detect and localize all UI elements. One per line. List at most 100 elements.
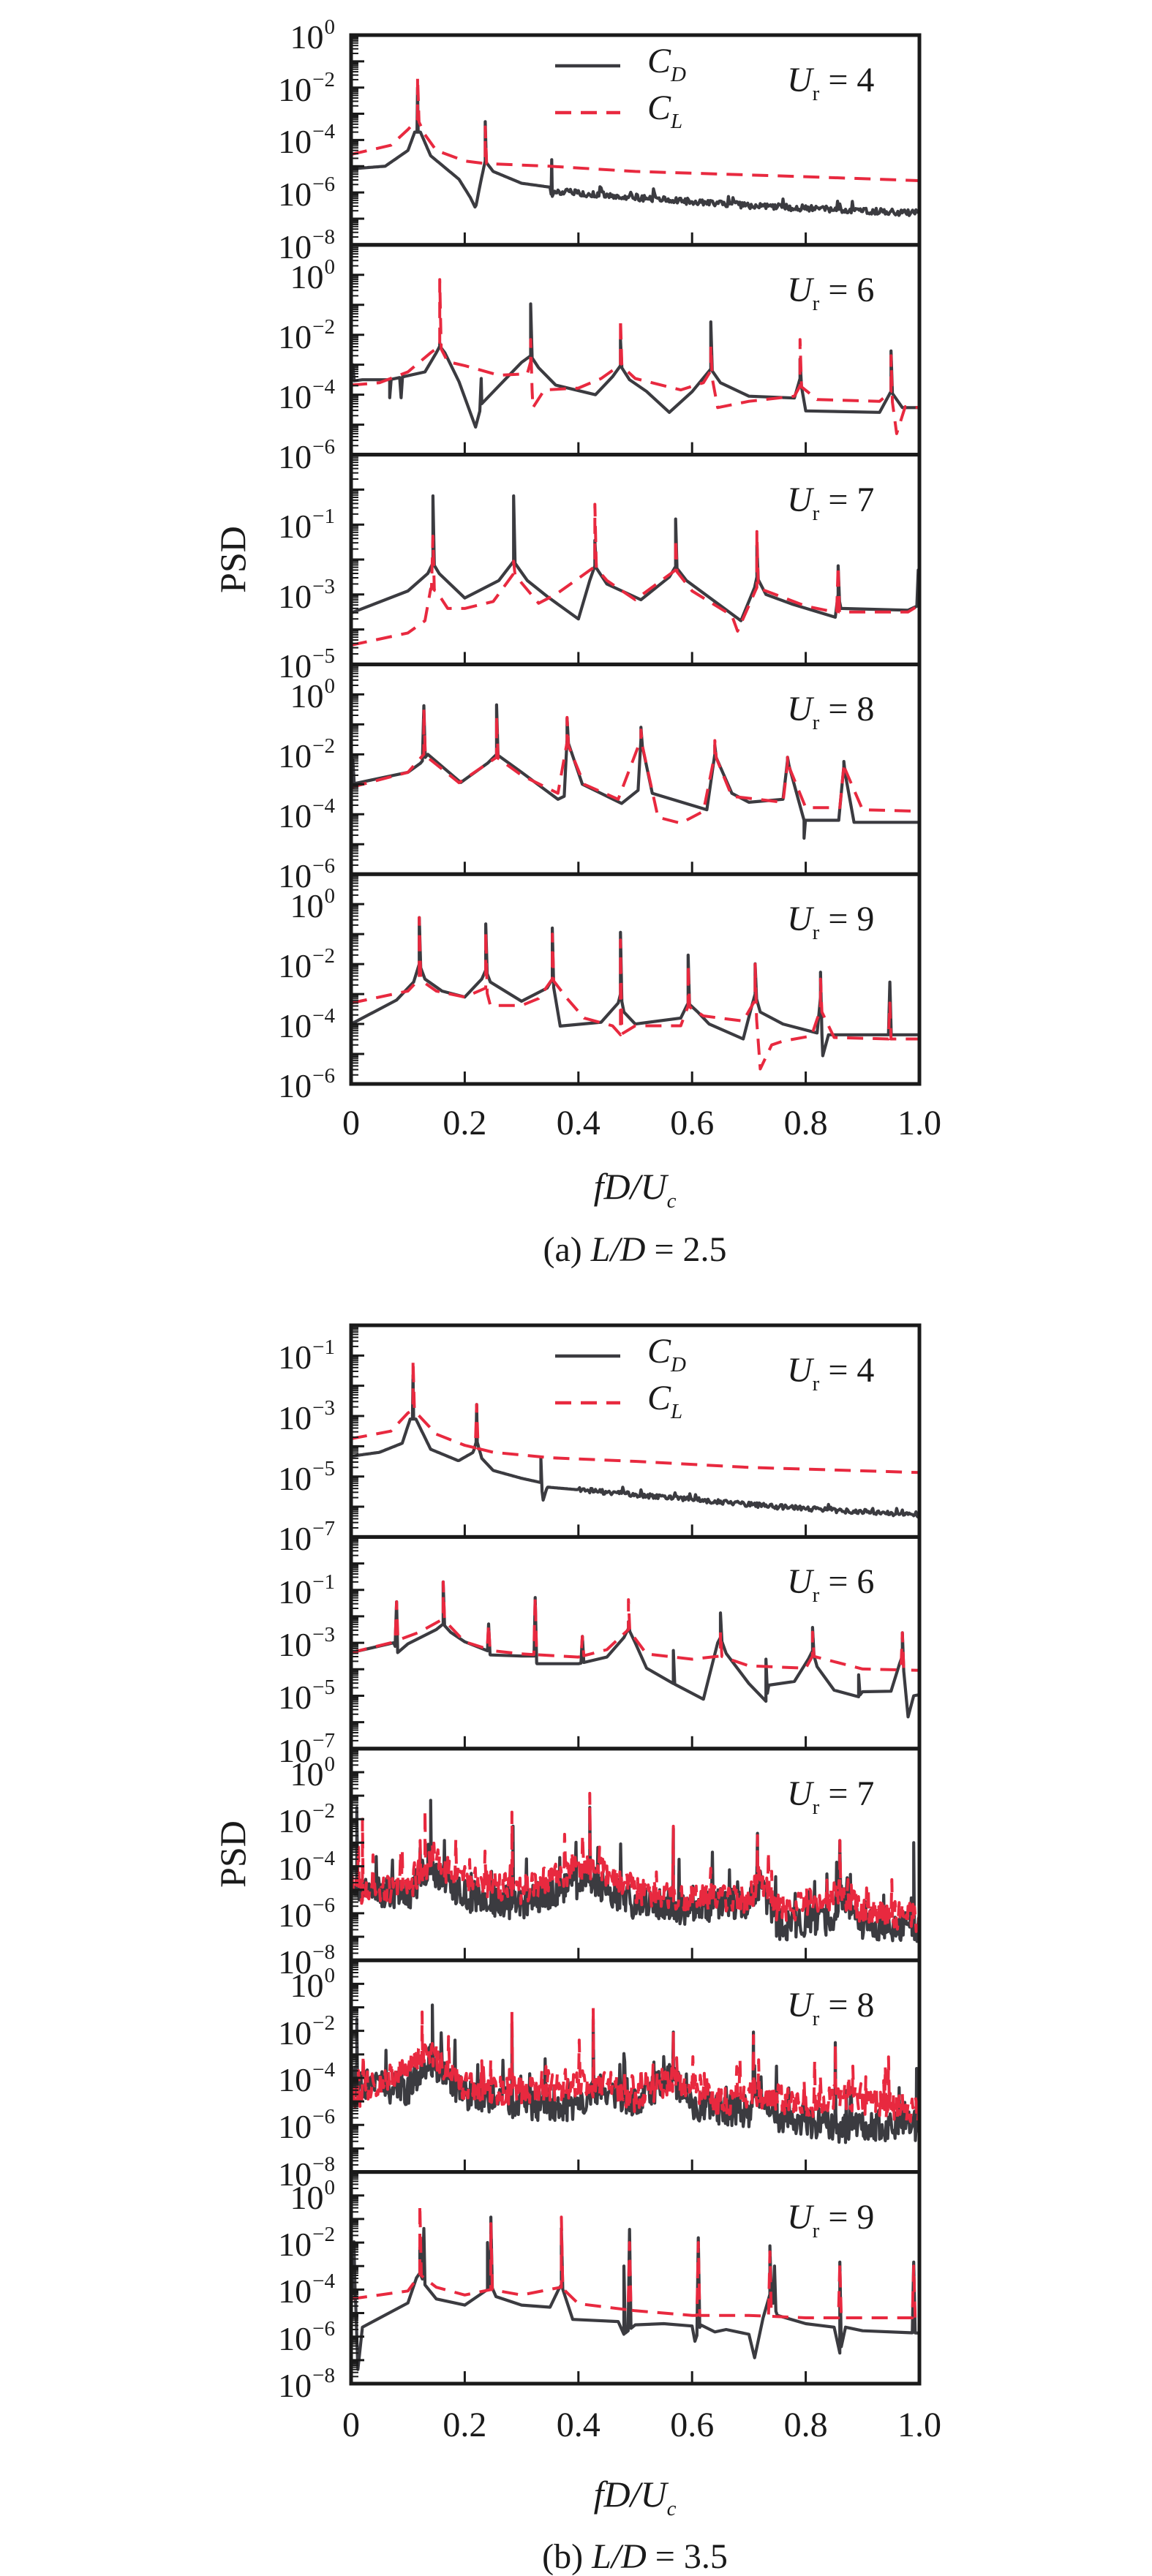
series-group [351, 494, 919, 647]
y-tick-exponent: −1 [312, 1570, 335, 1594]
y-tick-exponent: −8 [312, 2364, 335, 2387]
y-tick-label: 10−6 [278, 436, 335, 475]
y-tick-base: 10 [290, 18, 324, 56]
y-tick-label: 10−4 [278, 376, 335, 414]
y-tick-exponent: −6 [312, 2316, 335, 2340]
y-tick-base: 10 [290, 887, 324, 925]
y-tick-base: 10 [278, 1007, 312, 1045]
reduced-velocity-label: Ur = 7 [787, 1776, 874, 1818]
y-tick-base: 10 [278, 857, 312, 895]
y-tick-exponent: −6 [312, 1064, 335, 1088]
y-tick-label: 100 [290, 676, 336, 713]
y-tick-exponent: 0 [324, 2175, 336, 2199]
x-tick-label: 0.4 [556, 2406, 601, 2444]
x-axis-label-b: fD/Uc [593, 2474, 677, 2520]
y-tick-exponent: 0 [324, 1752, 336, 1776]
x-tick-label: 1.0 [897, 2406, 941, 2444]
x-tick-label: 0.6 [670, 2406, 715, 2444]
reduced-velocity-label: Ur = 8 [787, 1988, 874, 2030]
y-tick-label: 100 [290, 256, 336, 294]
series-group [351, 703, 919, 840]
ur-symbol: U [787, 2197, 813, 2237]
y-tick-exponent: −5 [312, 644, 335, 669]
y-tick-label: 10−6 [278, 2106, 335, 2146]
y-tick-label: 10−2 [278, 2012, 335, 2050]
ur-value: = 7 [819, 480, 875, 519]
ur-subscript: r [812, 82, 820, 105]
caption-a: (a) L/D = 2.5 [543, 1232, 726, 1268]
y-tick-base: 10 [278, 176, 312, 214]
reduced-velocity-label: Ur = 4 [787, 1353, 874, 1395]
y-tick-label: 10−2 [278, 946, 335, 983]
y-tick-label: 100 [290, 886, 336, 925]
caption-variable: L/D [592, 2537, 647, 2576]
y-tick-label: 10−2 [278, 69, 335, 108]
ur-value: = 6 [819, 270, 875, 309]
series-group [351, 916, 919, 1071]
y-tick-label: 10−6 [278, 856, 335, 895]
cd-series-line [351, 494, 919, 622]
y-tick-base: 10 [278, 437, 312, 475]
y-tick-base: 10 [278, 2108, 312, 2146]
y-tick-base: 10 [278, 1399, 312, 1437]
legend-symbol: C [647, 1379, 671, 1417]
y-tick-exponent: −6 [312, 1893, 335, 1917]
legend-symbol: C [647, 42, 671, 80]
y-tick-base: 10 [278, 1943, 312, 1981]
series-group [351, 1358, 919, 1519]
y-tick-exponent: −2 [312, 2011, 335, 2035]
legend-subscript: D [671, 63, 686, 86]
y-tick-exponent: −6 [312, 434, 335, 459]
reduced-velocity-label: Ur = 4 [787, 61, 874, 105]
y-tick-base: 10 [278, 508, 312, 546]
y-tick-base: 10 [278, 1896, 312, 1934]
ur-value: = 9 [819, 900, 875, 939]
x-axis-label-sub: c [666, 1189, 677, 1213]
y-tick-label: 10−1 [278, 506, 335, 546]
y-tick-exponent: −5 [312, 1676, 335, 1700]
x-axis-label-main: fD/U [593, 2474, 667, 2515]
y-tick-label: 10−7 [278, 1518, 335, 1556]
reduced-velocity-label: Ur = 8 [787, 692, 874, 734]
reduced-velocity-label: Ur = 9 [787, 2197, 875, 2241]
y-tick-exponent: −6 [312, 173, 335, 197]
y-tick-label: 10−1 [278, 1337, 335, 1374]
y-tick-base: 10 [278, 70, 312, 108]
y-tick-label: 10−4 [278, 2271, 335, 2308]
y-tick-exponent: 0 [324, 884, 336, 908]
y-tick-base: 10 [278, 797, 312, 835]
y-tick-label: 10−4 [278, 2059, 335, 2098]
ur-subscript: r [812, 2218, 820, 2242]
y-tick-exponent: −6 [312, 854, 335, 878]
cd-series-line [351, 1374, 919, 1519]
y-tick-exponent: −2 [312, 67, 335, 91]
y-tick-exponent: −1 [312, 1336, 335, 1360]
y-tick-exponent: −3 [312, 574, 335, 598]
ur-symbol: U [787, 61, 813, 99]
legend-cd-label: CD [647, 42, 686, 86]
x-axis-label-a: fD/Uc [594, 1168, 677, 1212]
y-tick-label: 10−6 [278, 1894, 335, 1934]
y-axis-label-a: PSD [212, 526, 253, 593]
legend-cl-label: CL [647, 91, 682, 132]
x-tick-label: 0 [342, 1104, 360, 1142]
y-tick-exponent: −3 [312, 1396, 335, 1420]
y-tick-base: 10 [278, 2060, 312, 2098]
y-tick-exponent: −2 [312, 944, 335, 968]
y-tick-exponent: −6 [312, 2105, 335, 2129]
y-tick-base: 10 [278, 1849, 312, 1887]
reduced-velocity-label: Ur = 6 [787, 270, 875, 314]
y-tick-base: 10 [278, 1573, 312, 1611]
y-tick-base: 10 [278, 2319, 312, 2357]
y-tick-base: 10 [278, 227, 312, 265]
y-tick-label: 10−1 [278, 1571, 335, 1611]
ur-value: = 9 [819, 2197, 875, 2237]
x-tick-label: 0.4 [556, 1104, 601, 1142]
y-tick-exponent: −4 [312, 374, 335, 399]
y-tick-exponent: 0 [324, 15, 336, 39]
y-tick-exponent: −4 [312, 2057, 335, 2082]
y-tick-exponent: 0 [324, 1964, 336, 1988]
reduced-velocity-label: Ur = 7 [787, 480, 875, 524]
y-tick-label: 10−6 [278, 1066, 335, 1103]
cl-series-line [351, 1580, 919, 1672]
